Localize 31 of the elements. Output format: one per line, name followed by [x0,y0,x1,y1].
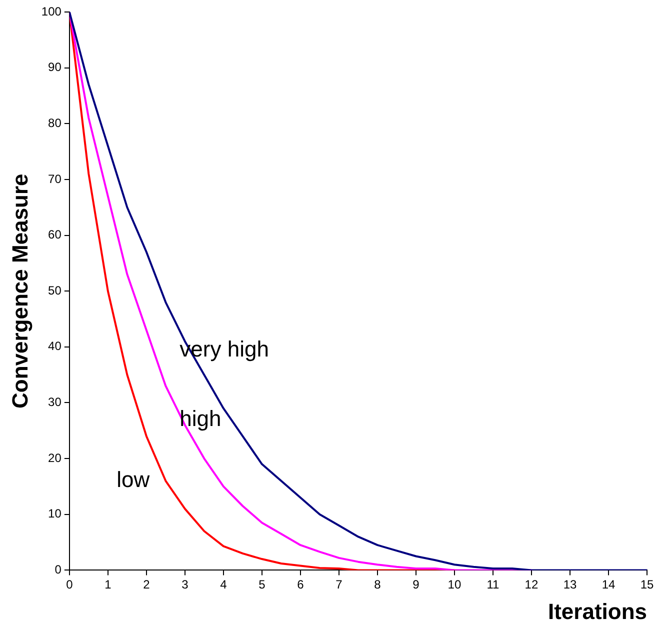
x-tick-label: 2 [143,578,150,592]
x-tick-label: 0 [66,578,74,592]
y-tick-label: 70 [48,172,62,186]
y-tick-label: 80 [48,116,62,130]
x-tick-label: 10 [448,578,462,592]
x-tick-label: 12 [524,578,538,592]
x-tick-label: 11 [486,578,500,592]
x-tick-label: 6 [297,578,304,592]
x-tick-label: 13 [563,578,577,592]
x-tick-label: 1 [104,578,112,592]
series-label: high [180,406,222,432]
x-tick-label: 8 [374,578,382,592]
x-tick-label: 15 [640,578,654,592]
x-tick-label: 4 [220,578,228,592]
x-tick-label: 3 [182,578,189,592]
y-tick-label: 20 [48,450,62,465]
y-tick-label: 90 [48,60,62,74]
x-tick-label: 14 [602,578,616,592]
y-tick-label: 10 [48,506,62,521]
y-tick-label: 100 [41,4,62,18]
x-tick-label: 9 [412,578,420,592]
series-label: low [116,466,150,492]
x-tick-label: 5 [258,578,266,592]
y-tick-label: 0 [54,562,62,577]
y-axis-title: Convergence Measure [7,174,32,408]
x-axis-title: Iterations [548,598,647,624]
y-tick-label: 40 [48,339,62,354]
y-tick-label: 60 [48,228,62,242]
y-tick-label: 30 [48,395,62,410]
x-tick-label: 7 [336,578,343,592]
y-tick-label: 50 [48,283,62,298]
